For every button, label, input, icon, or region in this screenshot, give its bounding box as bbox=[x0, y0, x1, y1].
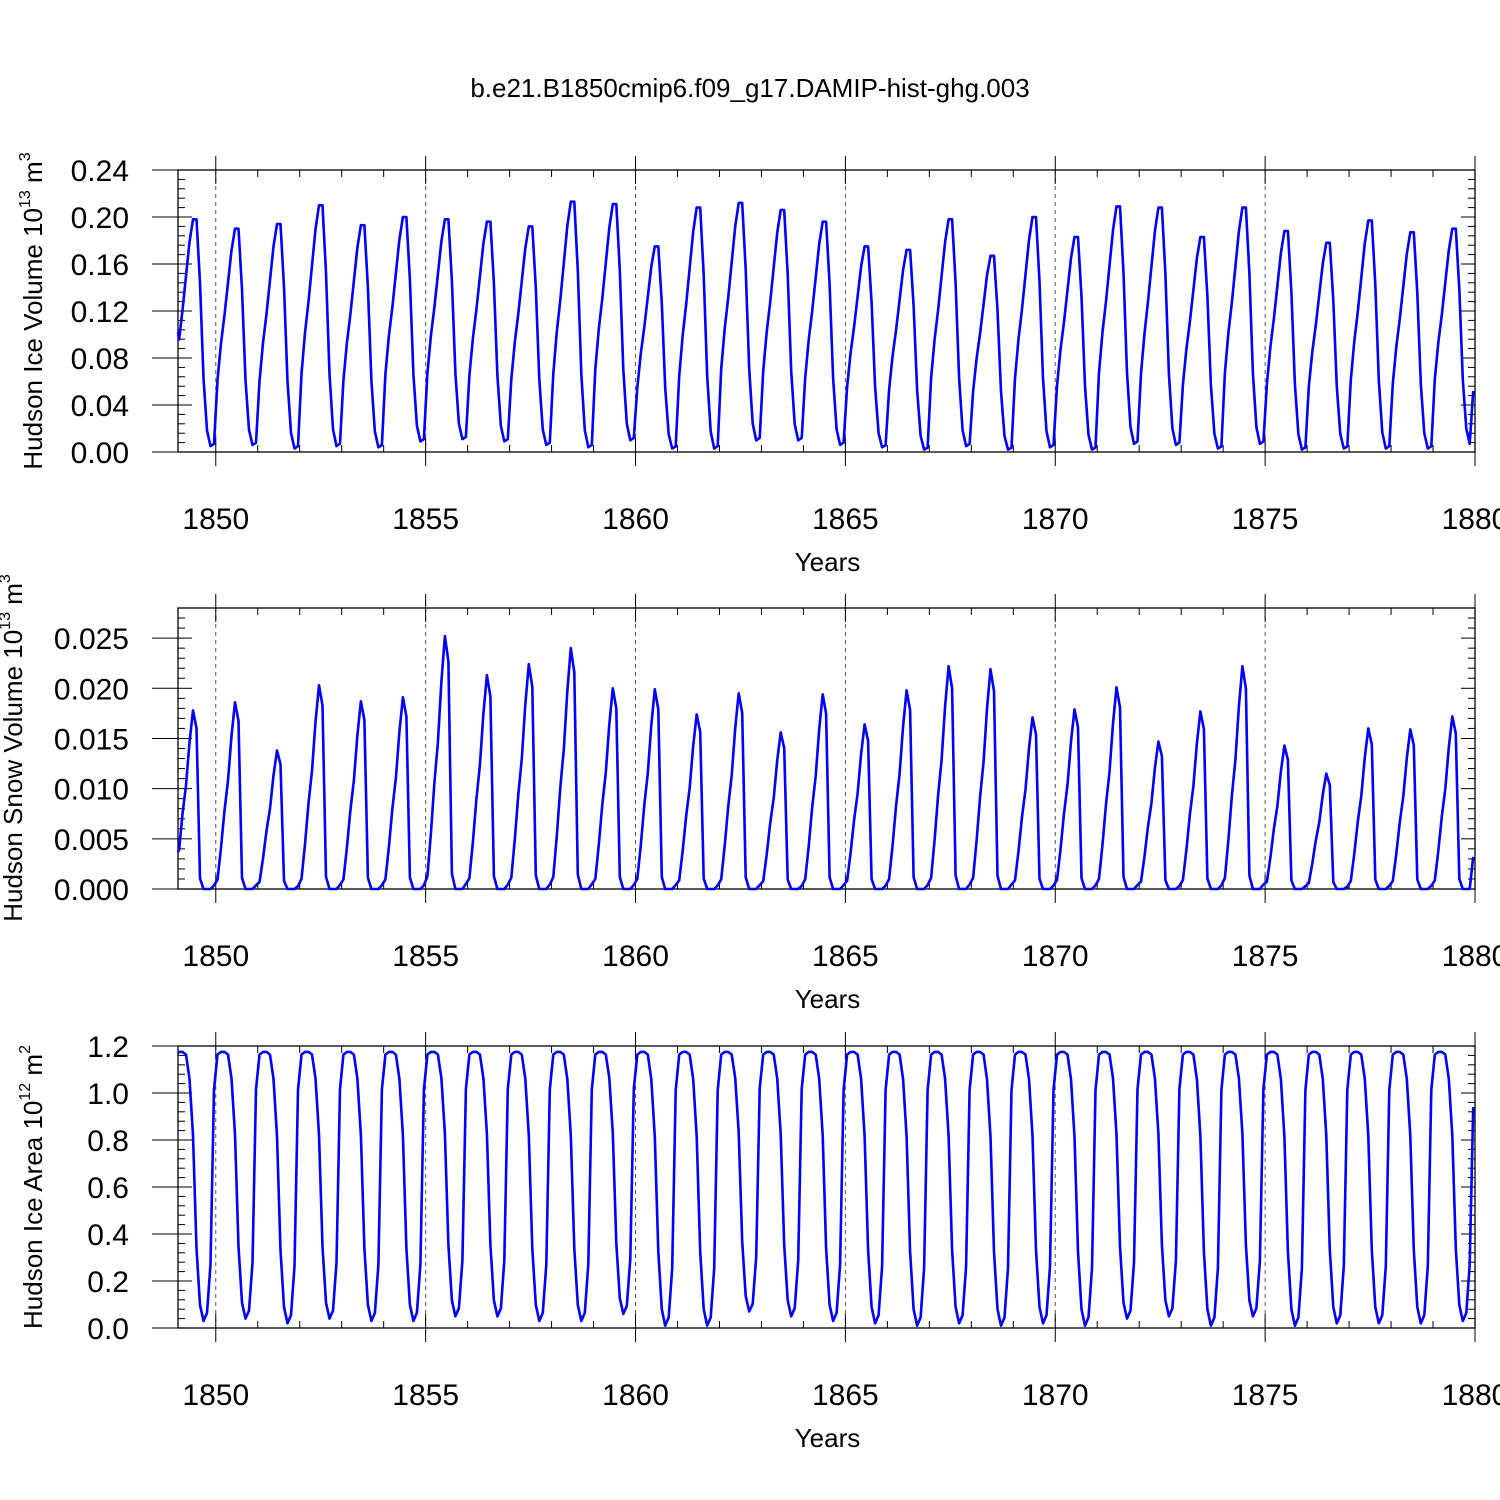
series-line bbox=[176, 634, 1475, 891]
panel-3: 1850 1855 1860 1865 1870 1875 1880 Years 0.0 0.2 0… bbox=[17, 1031, 1500, 1453]
x-tick-label: 1870 bbox=[1022, 1379, 1089, 1412]
y-tick-label: 1.0 bbox=[87, 1078, 129, 1111]
x-tick-label: 1850 bbox=[182, 503, 249, 536]
x-axis-label: Years bbox=[795, 1423, 861, 1453]
panels: 1850 1855 1860 1865 1870 1875 1880 Years 0.00 0.0… bbox=[0, 152, 1500, 1453]
y-tick-label: 0.0 bbox=[87, 1313, 129, 1346]
y-tick-label: 0.4 bbox=[87, 1219, 129, 1252]
x-tick-label: 1870 bbox=[1022, 503, 1089, 536]
y-tick-label: 0.12 bbox=[71, 296, 129, 329]
y-axis-label: Hudson Snow Volume 1013 m3 bbox=[0, 574, 28, 922]
y-tick-label: 0.020 bbox=[54, 673, 129, 706]
x-axis-label: Years bbox=[795, 984, 861, 1014]
x-tick-label: 1875 bbox=[1232, 940, 1299, 973]
x-tick-label: 1880 bbox=[1442, 503, 1500, 536]
y-axis-label: Hudson Ice Area 1012 m2 bbox=[17, 1045, 48, 1329]
x-tick-label: 1860 bbox=[602, 503, 669, 536]
x-tick-label: 1855 bbox=[392, 1379, 459, 1412]
y-tick-label: 0.010 bbox=[54, 774, 129, 807]
x-tick-label: 1880 bbox=[1442, 1379, 1500, 1412]
y-tick-label: 0.20 bbox=[71, 202, 129, 235]
x-tick-label: 1880 bbox=[1442, 940, 1500, 973]
x-tick-label: 1850 bbox=[182, 1379, 249, 1412]
x-tick-label: 1855 bbox=[392, 503, 459, 536]
x-tick-label: 1865 bbox=[812, 1379, 879, 1412]
y-tick-label: 0.000 bbox=[54, 874, 129, 907]
x-tick-label: 1865 bbox=[812, 503, 879, 536]
x-tick-label: 1875 bbox=[1232, 503, 1299, 536]
y-axis-label: Hudson Ice Volume 1013 m3 bbox=[17, 152, 48, 469]
x-axis-label: Years bbox=[795, 547, 861, 577]
x-tick-label: 1855 bbox=[392, 940, 459, 973]
y-tick-label: 0.08 bbox=[71, 343, 129, 376]
y-tick-label: 0.025 bbox=[54, 623, 129, 656]
y-tick-label: 0.015 bbox=[54, 723, 129, 756]
panel-2: 1850 1855 1860 1865 1870 1875 1880 Years 0.000 0.… bbox=[0, 574, 1500, 1014]
x-tick-label: 1870 bbox=[1022, 940, 1089, 973]
y-tick-label: 0.8 bbox=[87, 1125, 129, 1158]
panel-1: 1850 1855 1860 1865 1870 1875 1880 Years 0.00 0.0… bbox=[17, 152, 1500, 577]
x-tick-label: 1850 bbox=[182, 940, 249, 973]
x-tick-label: 1865 bbox=[812, 940, 879, 973]
x-tick-label: 1860 bbox=[602, 1379, 669, 1412]
y-tick-label: 0.04 bbox=[71, 390, 129, 423]
x-tick-label: 1875 bbox=[1232, 1379, 1299, 1412]
y-tick-label: 0.24 bbox=[71, 155, 129, 188]
x-tick-label: 1860 bbox=[602, 940, 669, 973]
series-line bbox=[177, 1050, 1475, 1327]
y-tick-label: 1.2 bbox=[87, 1031, 129, 1064]
series-line bbox=[176, 200, 1475, 451]
y-tick-label: 0.005 bbox=[54, 824, 129, 857]
y-tick-label: 0.2 bbox=[87, 1266, 129, 1299]
y-tick-label: 0.6 bbox=[87, 1172, 129, 1205]
y-tick-label: 0.16 bbox=[71, 249, 129, 282]
y-tick-label: 0.00 bbox=[71, 437, 129, 470]
figure-title: b.e21.B1850cmip6.f09_g17.DAMIP-hist-ghg.… bbox=[470, 73, 1029, 103]
